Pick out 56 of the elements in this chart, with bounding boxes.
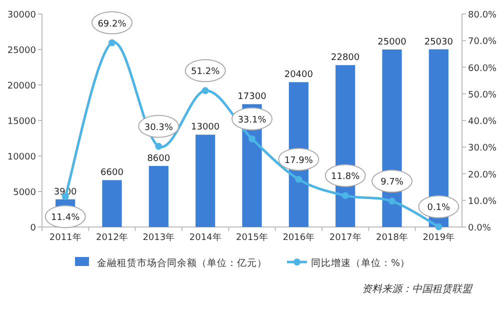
point — [248, 135, 256, 142]
y2-tick-label: 50.0% — [468, 90, 498, 100]
point — [155, 142, 162, 150]
y-tick-label: 30000 — [7, 10, 36, 20]
data-label: 6600 — [100, 168, 124, 178]
y-tick-label: 15000 — [7, 117, 36, 127]
data-label: 51.2% — [191, 67, 220, 78]
data-label: 9.7% — [380, 178, 404, 188]
data-label: 11.4% — [51, 213, 80, 224]
bar — [196, 134, 216, 227]
y-tick-label: 5000 — [13, 188, 36, 198]
data-label: 17.9% — [284, 156, 314, 166]
x-tick-label: 2013年 — [142, 232, 175, 243]
point — [388, 198, 396, 205]
y2-tick-label: 20.0% — [468, 170, 498, 180]
data-label: 8600 — [147, 154, 170, 164]
x-tick-label: 2018年 — [376, 232, 408, 243]
x-tick-label: 2019年 — [422, 232, 455, 243]
y-tick-label: 0 — [30, 224, 36, 234]
data-label: 25000 — [378, 38, 407, 48]
y2-tick-label: 80.0% — [468, 10, 498, 20]
y2-tick-label: 0.0% — [468, 224, 492, 234]
y-tick-label: 20000 — [7, 82, 36, 92]
data-label: 22800 — [331, 53, 360, 64]
point — [435, 223, 442, 230]
x-tick-label: 2015年 — [236, 232, 268, 243]
data-label: 69.2% — [98, 19, 127, 30]
data-label: 30.3% — [144, 122, 174, 133]
bar — [148, 166, 168, 227]
data-label: 11.8% — [331, 172, 360, 182]
y2-tick-label: 40.0% — [468, 117, 498, 127]
y2-tick-label: 60.0% — [468, 64, 498, 74]
text: 资料来源：中国租赁联盟 — [362, 283, 473, 295]
y2-tick-label: 30.0% — [468, 144, 498, 154]
point — [202, 87, 209, 94]
y-tick-label: 10000 — [7, 152, 36, 162]
y2-tick-label: 10.0% — [468, 196, 498, 207]
bar — [102, 180, 122, 227]
data-label: 0.1% — [427, 203, 451, 214]
data-label: 25030 — [424, 37, 454, 48]
data-label: 17300 — [238, 92, 267, 102]
x-tick-label: 2012年 — [96, 232, 128, 243]
point — [295, 176, 302, 183]
y-tick-label: 25000 — [7, 46, 36, 56]
legend-label: 金融租赁市场合同余额（单位：亿元） — [97, 257, 267, 269]
point — [108, 39, 116, 46]
y2-tick-label: 70.0% — [468, 37, 498, 48]
x-tick-label: 2017年 — [329, 232, 362, 243]
point — [342, 192, 349, 200]
data-label: 33.1% — [238, 115, 267, 126]
x-tick-label: 2016年 — [282, 232, 315, 243]
legend-label: 同比增速（单位：%） — [311, 257, 410, 269]
data-label: 20400 — [284, 70, 314, 80]
data-label: 13000 — [191, 122, 220, 133]
x-tick-label: 2014年 — [189, 232, 222, 243]
x-tick-label: 2011年 — [49, 232, 82, 243]
